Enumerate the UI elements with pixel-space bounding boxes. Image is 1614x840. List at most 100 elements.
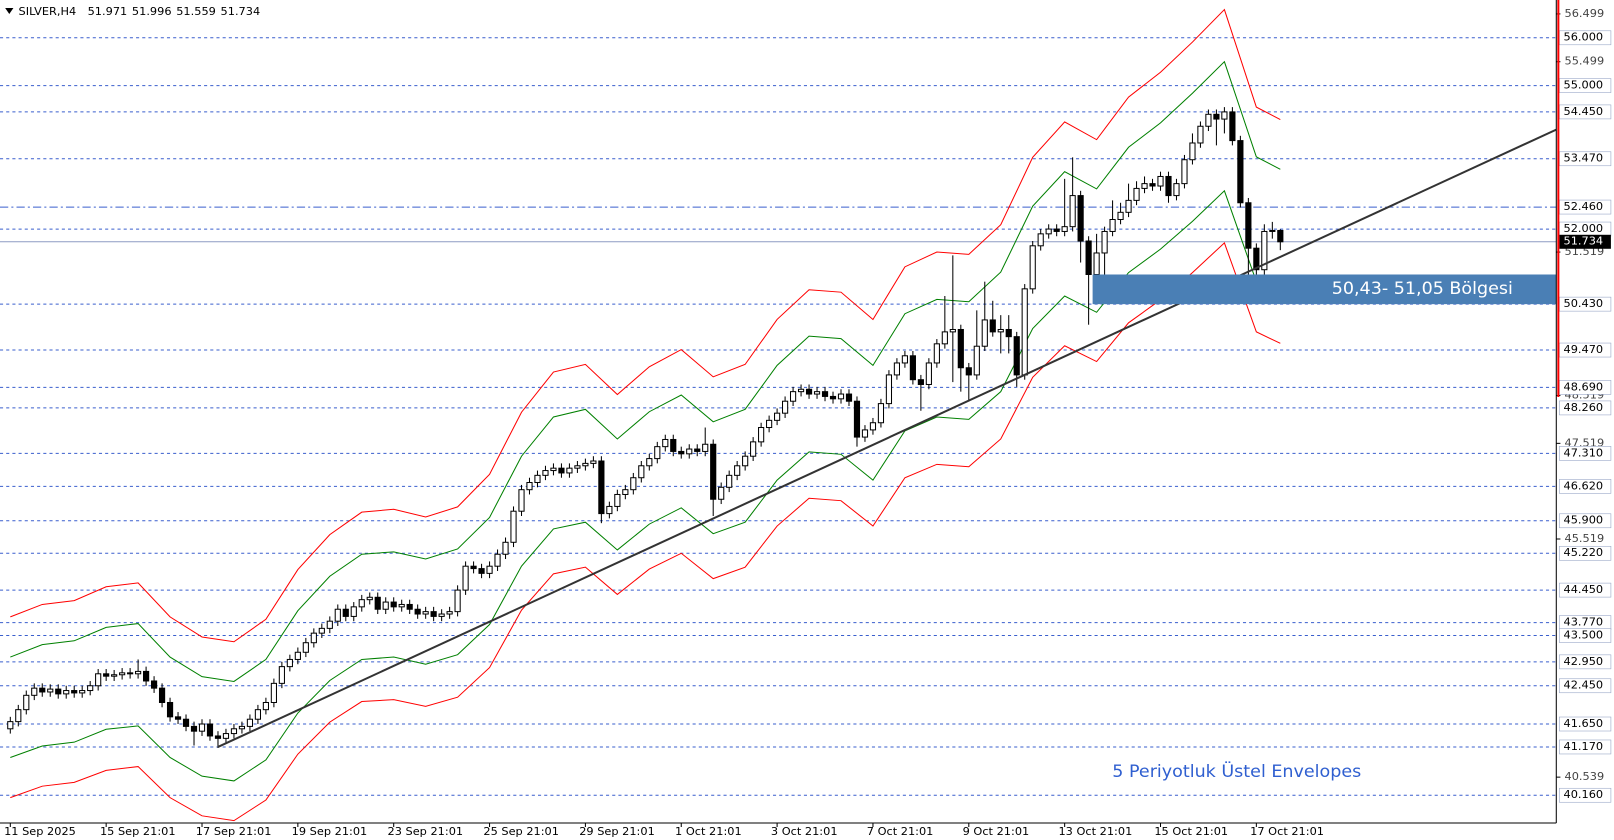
candle-body [534, 474, 541, 484]
level-label: 53.470 [1563, 152, 1603, 165]
candle-body [230, 728, 238, 735]
x-tick-label: 15 Sep 21:01 [100, 825, 176, 838]
candle-body [678, 450, 685, 455]
candle-body [1229, 111, 1236, 142]
candle-body [158, 687, 166, 703]
candle-body [1085, 240, 1092, 275]
candle-body [582, 462, 589, 467]
candle-body [430, 611, 437, 617]
candle-body [119, 672, 126, 676]
candle-body [686, 448, 693, 455]
menu-triangle[interactable] [5, 8, 14, 14]
candle-body [47, 688, 54, 693]
candle-body [997, 328, 1004, 333]
candle-body [214, 735, 222, 739]
candle-body [1213, 113, 1220, 120]
level-label-box [1559, 678, 1612, 694]
candle-body [630, 477, 637, 491]
candle-body [1021, 288, 1028, 376]
candle-body [302, 642, 309, 653]
candle-body [7, 721, 14, 730]
candle-body [1245, 202, 1252, 249]
level-label: 40.160 [1563, 788, 1603, 801]
candle-body [111, 674, 118, 677]
current-price-label: 51.734 [1563, 235, 1603, 248]
candle-body [286, 658, 293, 668]
candle-body [965, 367, 972, 376]
level-label: 52.000 [1563, 222, 1603, 235]
candle-body [829, 395, 837, 400]
candle-body [1189, 142, 1196, 161]
candle-body [710, 443, 717, 500]
x-tick-label: 15 Oct 21:01 [1154, 825, 1228, 838]
candle-body [1029, 245, 1036, 290]
candle-body [981, 319, 988, 347]
level-label-box [1559, 654, 1612, 670]
candle-body [95, 673, 102, 687]
x-tick-label: 17 Oct 21:01 [1250, 825, 1324, 838]
candle-body [909, 355, 916, 381]
candle-body [638, 465, 645, 479]
candle-body [142, 670, 150, 682]
candle-body [598, 460, 605, 515]
x-tick-label: 19 Sep 21:01 [292, 825, 368, 838]
candle-body [1253, 247, 1260, 271]
candle-body [510, 510, 517, 543]
candle-body [550, 467, 557, 472]
candle-body [885, 374, 893, 405]
candle-body [182, 718, 190, 727]
x-tick-label: 3 Oct 21:01 [771, 825, 838, 838]
candle-body [781, 400, 789, 414]
level-label: 44.450 [1563, 583, 1603, 596]
level-label: 50.430 [1563, 297, 1603, 310]
y-tick-label: 55.499 [1565, 55, 1605, 68]
candle-body [278, 666, 285, 684]
envelope-line [10, 8, 1281, 643]
x-tick-label: 1 Oct 21:01 [675, 825, 742, 838]
x-tick-label: 29 Sep 21:01 [579, 825, 655, 838]
level-label-box [1559, 513, 1612, 529]
candle-body [614, 493, 621, 507]
candle-body [31, 687, 38, 696]
candle-body [518, 489, 525, 512]
candle-body [702, 443, 709, 452]
candle-body [39, 687, 46, 693]
level-label-box [1559, 446, 1612, 461]
candle-body [1101, 230, 1108, 254]
candle-body [734, 465, 741, 476]
candle-body [574, 465, 581, 469]
level-label: 52.460 [1563, 200, 1603, 213]
candle-body [374, 596, 381, 610]
candle-body [933, 343, 940, 364]
x-tick-label: 17 Sep 21:01 [196, 825, 272, 838]
candle-body [877, 403, 885, 424]
candle-body [766, 419, 773, 429]
candle-body [670, 438, 677, 452]
candle-body [1237, 140, 1244, 204]
candle-body [590, 460, 597, 464]
candle-body [238, 725, 246, 730]
candle-body [925, 362, 932, 385]
candle-body [742, 455, 749, 467]
candle-body [1261, 230, 1268, 271]
candle-body [446, 611, 453, 615]
candle-body [486, 565, 493, 574]
candle-body [494, 553, 501, 567]
candle-body [805, 388, 813, 395]
candle-body [1197, 125, 1204, 144]
candle-body [973, 345, 980, 376]
candle-body [318, 627, 325, 634]
candle-body [1045, 228, 1052, 235]
level-label: 48.260 [1563, 401, 1603, 414]
candle-body [470, 565, 477, 570]
x-tick-label: 23 Sep 21:01 [388, 825, 464, 838]
x-tick-label: 13 Oct 21:01 [1058, 825, 1132, 838]
candle-body [502, 541, 509, 555]
candle-body [422, 611, 429, 615]
header-low: 51.559 [176, 5, 216, 18]
candle-body [406, 603, 413, 610]
candle-body [861, 429, 869, 438]
candle-body [758, 427, 765, 443]
candle-body [454, 589, 461, 613]
